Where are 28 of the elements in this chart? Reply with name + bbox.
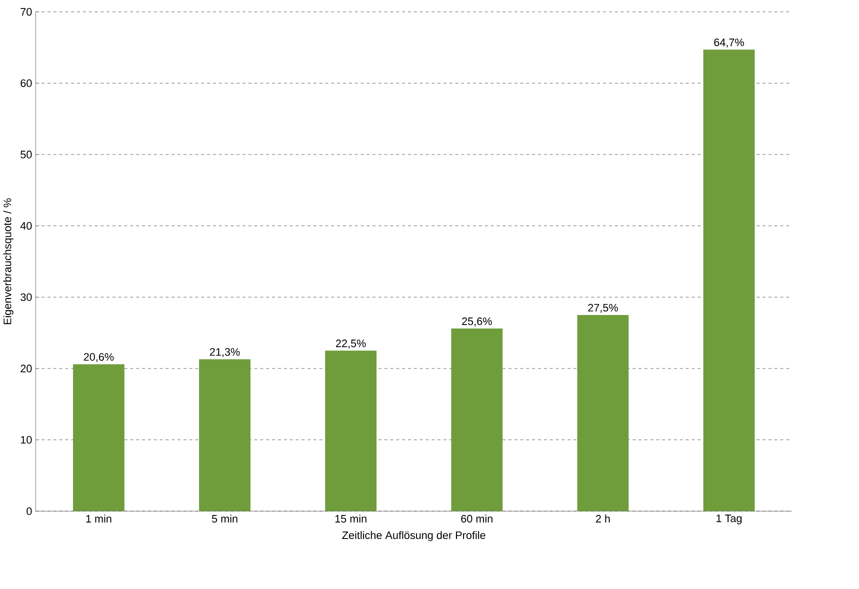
data-label: 20,6% [84,352,114,362]
x-tick-label: 60 min [461,514,492,522]
y-tick-label: 10 [20,436,32,444]
y-axis-title: Eigenverbrauchsquote / % [3,198,14,324]
data-label: 22,5% [336,339,366,348]
bar [703,50,755,512]
y-tick-label: 60 [20,79,32,87]
data-label: 21,3% [210,348,240,357]
x-tick-label: 1 min [86,514,112,522]
x-axis-title: Zeitliche Auflösung der Profile [342,530,486,542]
x-tick-label: 2 h [596,514,610,522]
y-tick-label: 40 [20,222,32,230]
x-tick-label: 15 min [335,514,366,522]
y-tick-label: 0 [26,507,32,515]
bar [325,350,377,512]
data-label: 25,6% [462,317,492,326]
y-tick-label: 20 [20,364,32,372]
x-tick-label: 1 Tag [716,514,742,524]
data-label: 64,7% [714,38,744,48]
data-label: 27,5% [588,304,618,313]
y-tick-label: 70 [20,8,32,16]
bar [199,359,250,512]
bar [451,328,503,512]
bar [73,364,124,512]
y-tick-label: 50 [20,150,32,158]
y-tick-label: 30 [20,293,32,301]
x-tick-label: 5 min [212,514,238,522]
bar [577,314,629,512]
